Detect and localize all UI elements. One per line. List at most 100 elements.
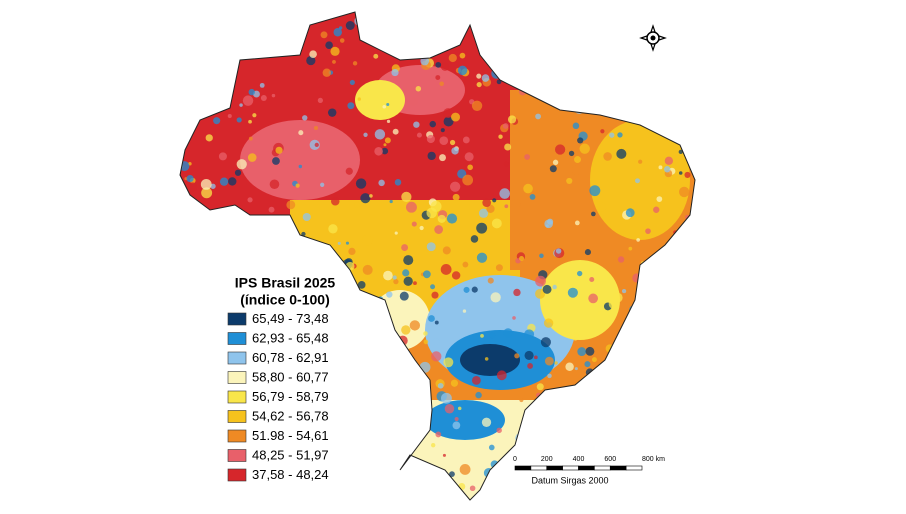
map-patch (435, 61, 442, 68)
map-patch (409, 320, 421, 331)
map-patch (337, 408, 345, 416)
map-patch (604, 96, 611, 103)
map-patch (490, 460, 499, 469)
map-patch (392, 128, 399, 135)
map-patch (180, 249, 182, 253)
map-patch (373, 337, 378, 342)
map-patch (341, 397, 351, 406)
map-patch (670, 244, 677, 251)
map-patch (591, 73, 598, 80)
map-patch (241, 247, 248, 254)
map-patch (406, 404, 414, 412)
map-patch (193, 368, 201, 377)
map-patch (406, 201, 417, 213)
map-patch (212, 448, 220, 457)
map-patch (507, 115, 517, 124)
map-patch (383, 270, 393, 281)
map-patch (401, 244, 409, 252)
legend-swatch (227, 332, 247, 345)
map-patch (440, 392, 452, 404)
map-patch (208, 312, 219, 323)
map-patch (393, 279, 399, 285)
map-patch (360, 382, 368, 390)
map-patch (321, 253, 333, 264)
map-patch (309, 50, 317, 58)
map-patch (688, 23, 695, 31)
map-patch (411, 414, 419, 423)
map-patch (227, 113, 232, 119)
map-patch (679, 186, 690, 198)
map-patch (403, 276, 413, 286)
map-patch (547, 373, 552, 379)
map-patch (243, 367, 248, 371)
map-patch (658, 165, 663, 170)
map-patch (182, 105, 186, 109)
map-patch (690, 116, 695, 124)
map-patch (568, 150, 575, 157)
map-patch (609, 475, 617, 483)
map-patch (481, 417, 492, 427)
map-patch (476, 252, 488, 263)
map-patch (519, 397, 524, 403)
map-patch (398, 460, 404, 466)
legend-swatch (227, 390, 247, 404)
map-patch (575, 370, 580, 375)
map-patch (260, 34, 270, 44)
map-patch (390, 413, 398, 421)
map-patch (463, 286, 470, 293)
map-patch (187, 414, 197, 424)
map-patch (506, 60, 515, 69)
scale-tick-label: 800 km (642, 456, 665, 463)
map-patch (643, 401, 651, 408)
map-patch (634, 32, 639, 38)
map-patch (625, 92, 634, 101)
map-patch (621, 405, 625, 409)
map-patch (341, 402, 349, 410)
map-patch (372, 269, 377, 275)
map-patch (384, 137, 391, 144)
map-patch (402, 419, 410, 427)
map-patch (649, 311, 659, 320)
map-patch (354, 201, 360, 208)
map-patch (653, 206, 660, 213)
map-patch (443, 108, 454, 119)
map-patch (449, 471, 455, 478)
map-patch (478, 208, 489, 218)
map-patch (588, 293, 598, 304)
map-patch (411, 436, 419, 443)
map-patch (232, 485, 237, 490)
map-patch (212, 87, 221, 95)
map-patch (542, 284, 552, 294)
map-patch (339, 38, 345, 43)
map-patch (432, 338, 440, 345)
map-patch (484, 12, 494, 18)
map-patch (390, 12, 401, 23)
map-patch (674, 425, 685, 436)
map-patch (462, 136, 470, 144)
scale-segment (562, 465, 579, 471)
map-patch (618, 482, 628, 493)
map-patch (403, 45, 411, 53)
map-patch (295, 183, 300, 188)
map-patch (666, 122, 672, 128)
map-patch (507, 468, 516, 477)
map-patch (499, 494, 506, 500)
map-patch (495, 264, 503, 272)
map-patch (357, 281, 366, 289)
map-patch (186, 102, 192, 108)
map-patch (611, 374, 623, 386)
map-patch (386, 102, 390, 107)
map-patch (682, 263, 688, 269)
map-patch (392, 275, 397, 280)
map-patch (577, 270, 583, 277)
map-patch (591, 411, 602, 422)
map-patch (606, 374, 615, 382)
map-patch (609, 132, 615, 138)
map-patch (565, 362, 574, 372)
legend-swatch (227, 410, 247, 423)
map-patch (210, 76, 215, 81)
map-patch (399, 291, 409, 301)
map-patch (569, 55, 576, 62)
map-patch (480, 333, 484, 338)
map-patch (439, 154, 446, 162)
